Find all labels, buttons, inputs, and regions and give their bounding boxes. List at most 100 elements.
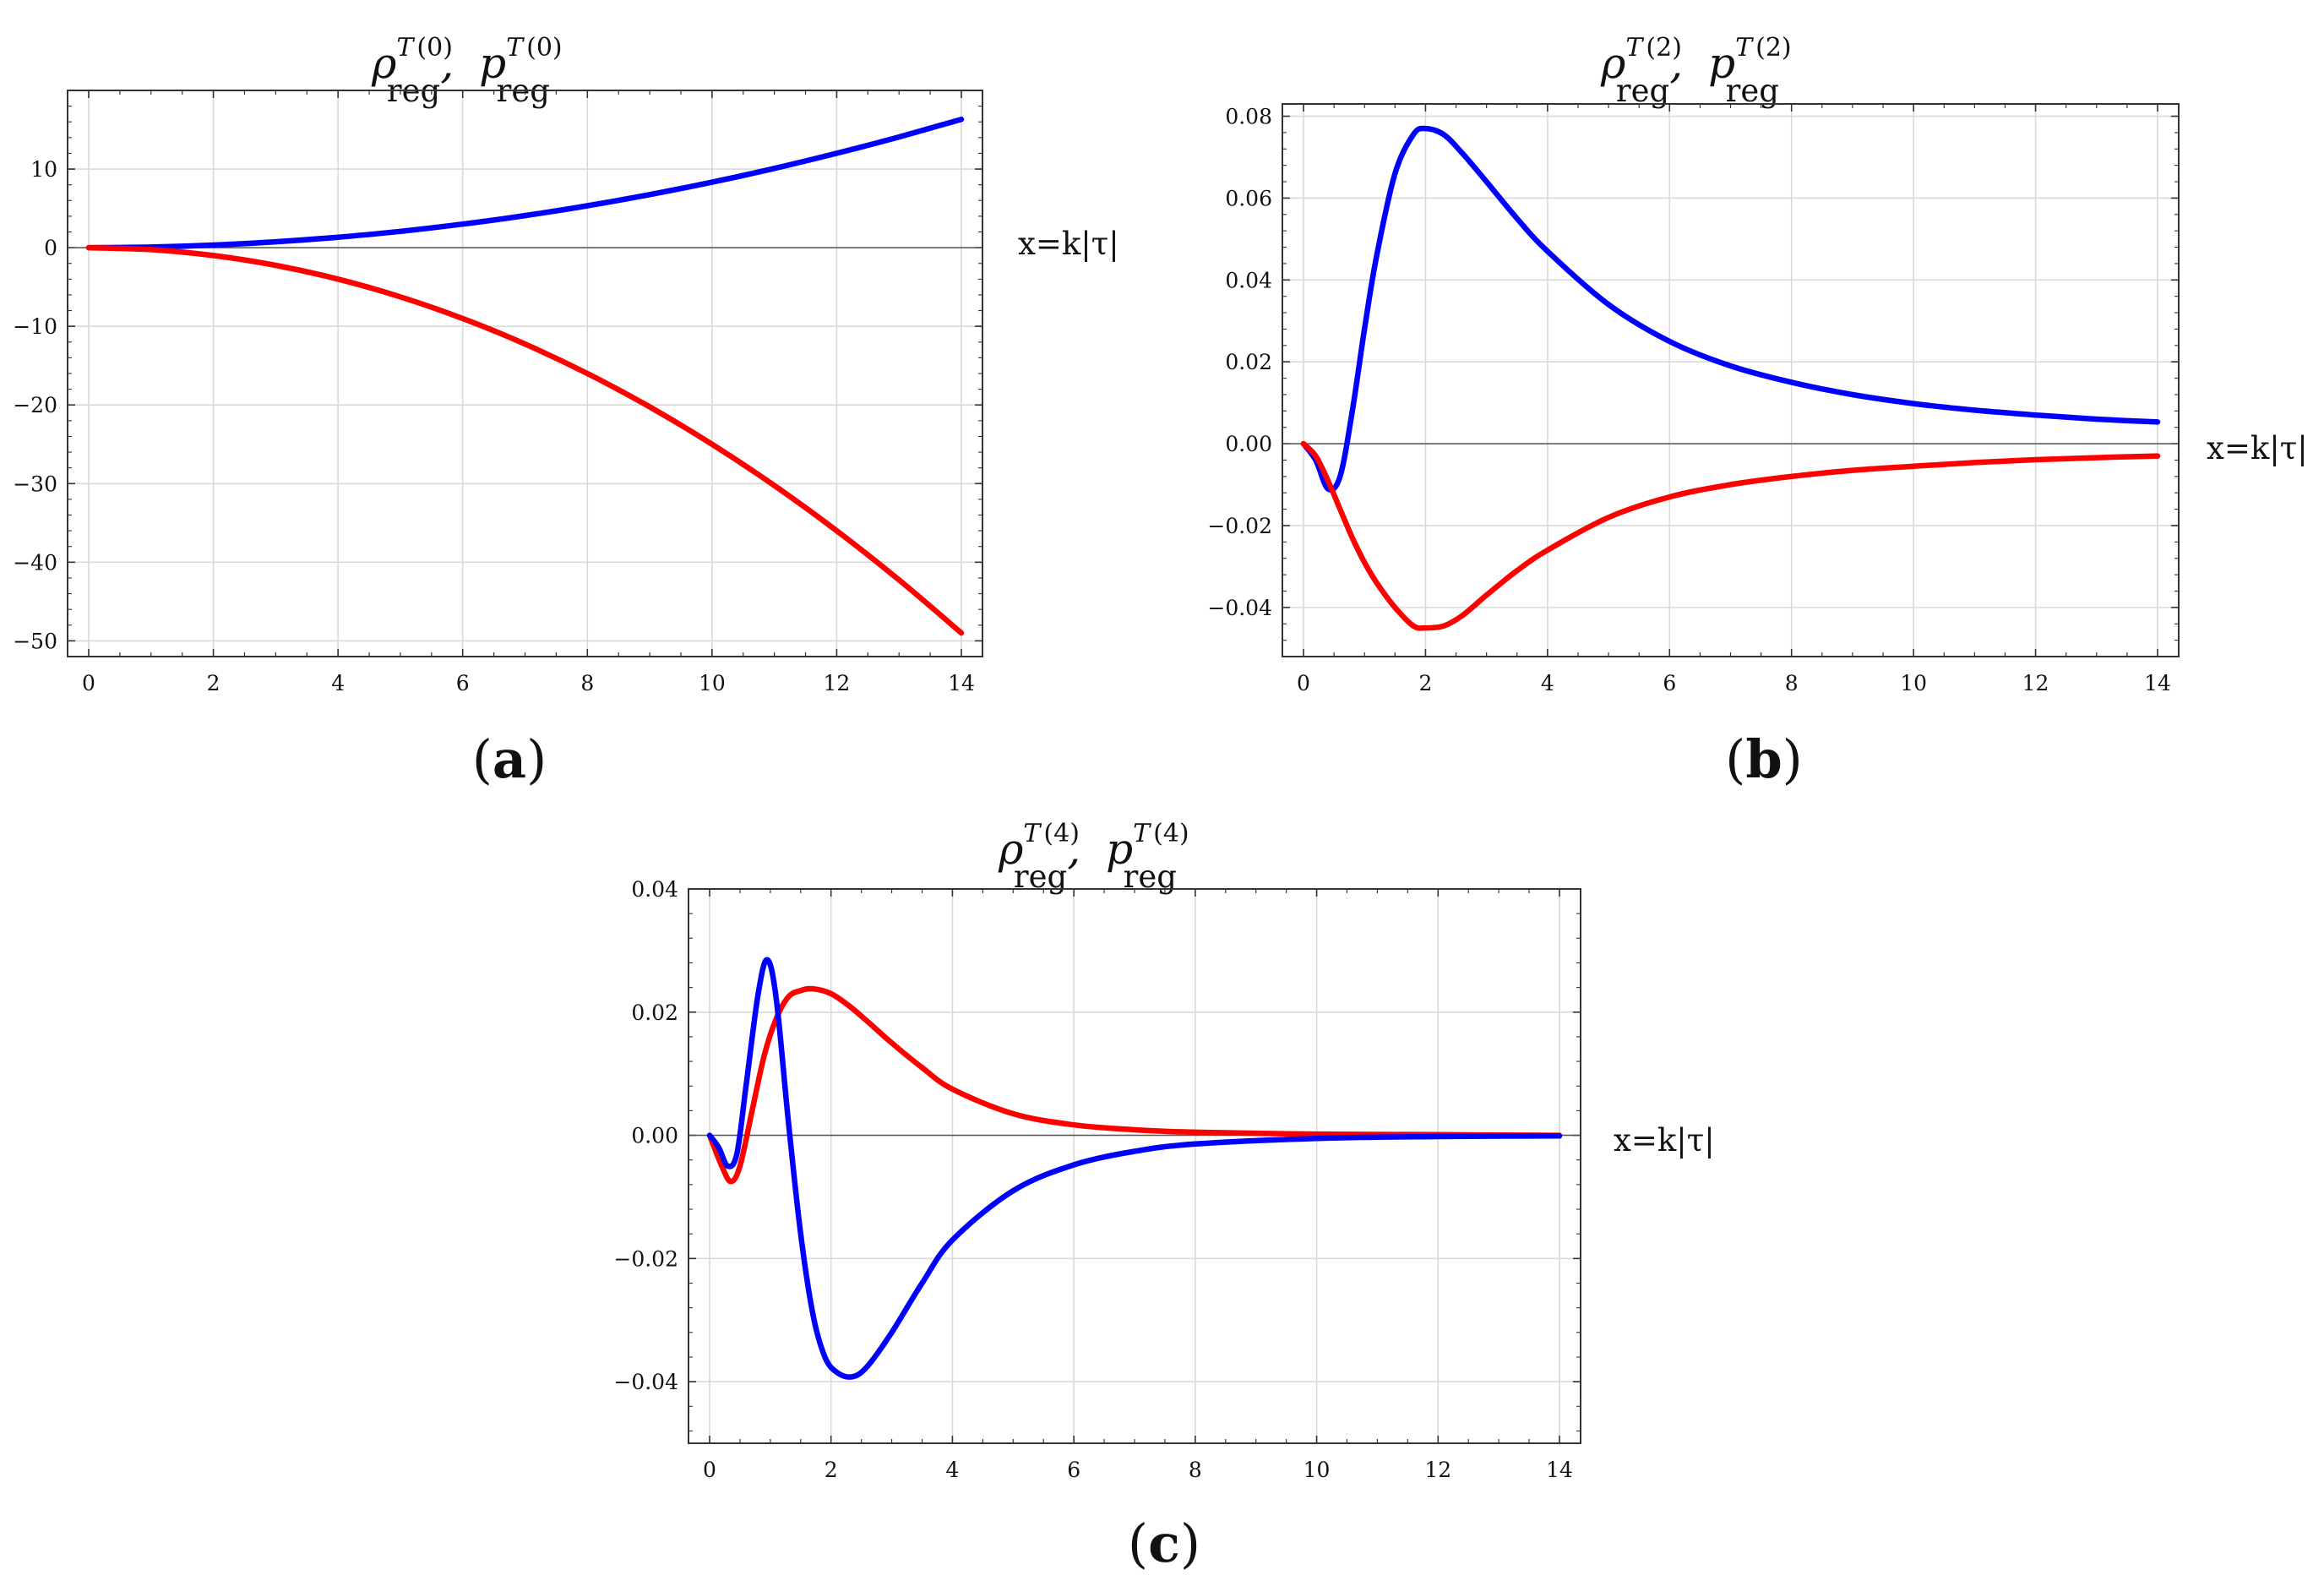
x-tick-label: 10 (699, 671, 726, 695)
panel-letter: c (1148, 1513, 1180, 1574)
panel-b-title: ρT (2) reg, pT (2) reg (1600, 33, 1792, 109)
x-tick-label: 4 (1541, 671, 1554, 695)
x-tick-label: 2 (207, 671, 220, 695)
y-tick-label: 10 (30, 157, 57, 182)
y-tick-label: −30 (13, 472, 57, 496)
p-symbol: p (1708, 39, 1735, 88)
rho-curve (1300, 440, 2161, 631)
close-paren: ) (526, 728, 547, 790)
x-tick-label: 0 (703, 1458, 716, 1482)
separator: , (440, 39, 454, 88)
panel-letter: a (493, 728, 526, 790)
x-axis-label: x=k|τ| (2207, 430, 2308, 466)
close-paren: ) (1180, 1513, 1200, 1574)
y-tick-label: 0.00 (631, 1124, 678, 1148)
separator: , (1669, 39, 1683, 88)
x-tick-label: 14 (948, 671, 975, 695)
y-tick-label: 0.08 (1225, 105, 1272, 129)
y-tick-label: 0 (44, 236, 57, 260)
separator: , (1067, 825, 1080, 874)
y-tick-label: 0.06 (1225, 186, 1272, 210)
x-tick-label: 12 (2022, 671, 2049, 695)
y-tick-label: −50 (13, 629, 57, 653)
y-tick-label: 0.04 (631, 877, 678, 902)
open-paren: ( (472, 728, 493, 790)
superscript-T: T (1023, 819, 1042, 848)
panel-c: ρT (4) reg, pT (4) reg 0 2 4 6 8 10 12 14−0.04−0.020… (613, 819, 1714, 1574)
panel-label-b: (b) (1725, 728, 1803, 790)
x-tick-label: 4 (331, 671, 345, 695)
superscript-T: T (1625, 33, 1644, 63)
plot-frame (67, 90, 983, 657)
y-tick-label: −20 (13, 393, 57, 417)
panel-b: ρT (2) reg, pT (2) reg 0 2 4 6 8 10 12 14−0.04−0.020… (1207, 33, 2307, 790)
superscript-T: T (396, 33, 415, 63)
plot-frame (1282, 103, 2180, 657)
x-tick-label: 8 (1189, 1458, 1202, 1482)
superscript-T: T (1735, 33, 1754, 63)
p-curve (1300, 125, 2161, 493)
panel-a: ρT (0) reg, pT (0) reg 0 2 4 6 8 10 12 14−50−40−30−2… (13, 33, 1118, 790)
x-tick-label: 6 (1663, 671, 1676, 695)
p-symbol: p (479, 39, 506, 88)
y-tick-label: 0.02 (631, 1000, 678, 1025)
x-tick-label: 4 (945, 1458, 959, 1482)
open-paren: ( (1725, 728, 1745, 790)
subscript-reg: reg (1616, 73, 1669, 109)
superscript-T: T (506, 33, 525, 63)
order-label: (4) (1043, 819, 1080, 848)
x-tick-label: 8 (580, 671, 594, 695)
y-tick-label: −0.04 (1207, 596, 1272, 620)
order-label: (4) (1153, 819, 1189, 848)
rho-curve (706, 985, 1563, 1185)
x-tick-label: 6 (1067, 1458, 1080, 1482)
plot-area-a: 0 2 4 6 8 10 12 14 −50 −40 −30 −20 −10 0 10 (13, 90, 983, 695)
x-tick-label: 10 (1900, 671, 1927, 695)
x-tick-label: 2 (1418, 671, 1432, 695)
x-tick-label: 2 (825, 1458, 838, 1482)
y-tick-label: −0.02 (1207, 514, 1272, 538)
y-tick-label: 0.02 (1225, 350, 1272, 374)
p-symbol: p (1106, 825, 1133, 874)
order-label: (0) (416, 33, 453, 63)
p-curve (706, 957, 1563, 1380)
subscript-reg: reg (1726, 73, 1779, 109)
panel-a-title: ρT (0) reg, pT (0) reg (371, 33, 563, 109)
superscript-T: T (1133, 819, 1151, 848)
open-paren: ( (1128, 1513, 1148, 1574)
x-tick-label: 14 (2144, 671, 2171, 695)
x-tick-label: 0 (82, 671, 95, 695)
plot-area-b: 0 2 4 6 8 10 12 14 −0.04 −0.02 0.00 0.02 0.04 0.06 0.0… (1207, 103, 2180, 695)
panel-label-c: (c) (1128, 1513, 1200, 1574)
y-tick-label: −0.04 (613, 1370, 678, 1394)
rho-symbol: ρ (371, 39, 397, 88)
x-tick-label: 14 (1546, 1458, 1573, 1482)
y-tick-label: 0.04 (1225, 268, 1272, 292)
panel-c-title: ρT (4) reg, pT (4) reg (998, 819, 1189, 895)
panel-letter: b (1745, 728, 1782, 790)
plot-frame (688, 888, 1581, 1444)
x-tick-label: 12 (1424, 1458, 1451, 1482)
y-tick-label: −0.02 (613, 1246, 678, 1271)
x-axis-label: x=k|τ| (1018, 226, 1119, 262)
order-label: (0) (526, 33, 563, 63)
close-paren: ) (1782, 728, 1803, 790)
y-tick-label: −10 (13, 314, 57, 339)
y-tick-label: −40 (13, 550, 57, 575)
x-tick-label: 8 (1785, 671, 1799, 695)
order-label: (2) (1755, 33, 1792, 63)
x-axis-label: x=k|τ| (1614, 1122, 1715, 1159)
x-tick-label: 6 (456, 671, 470, 695)
y-tick-label: 0.00 (1225, 432, 1272, 456)
panel-label-a: (a) (472, 728, 547, 790)
p-curve (85, 116, 965, 251)
order-label: (2) (1646, 33, 1682, 63)
plot-area-c: 0 2 4 6 8 10 12 14 −0.04 −0.02 0.00 0.02 0.04 (613, 877, 1581, 1482)
rho-symbol: ρ (1600, 39, 1626, 88)
x-tick-label: 10 (1304, 1458, 1331, 1482)
x-tick-label: 0 (1297, 671, 1310, 695)
rho-curve (85, 244, 965, 636)
rho-symbol: ρ (998, 825, 1024, 874)
x-tick-label: 12 (824, 671, 851, 695)
